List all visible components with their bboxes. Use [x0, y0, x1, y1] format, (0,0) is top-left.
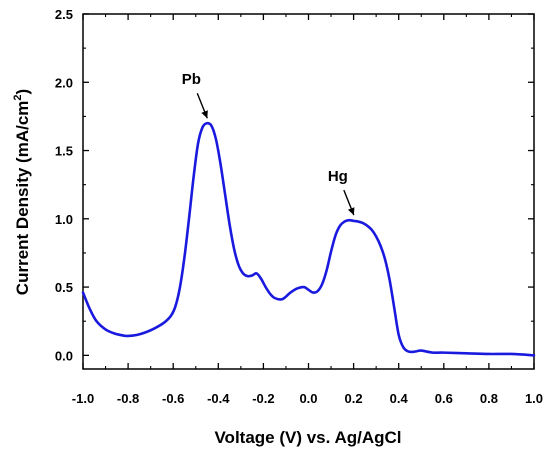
current-density-curve [81, 121, 536, 357]
annotations: Pb Hg [182, 71, 355, 216]
x-tick-label: 1.0 [525, 391, 543, 406]
x-tick-label: 0.0 [299, 391, 317, 406]
y-tick-label: 1.5 [55, 144, 73, 159]
plot-frame [82, 13, 535, 370]
annotation-label-pb: Pb [182, 71, 201, 88]
x-tick-label: 0.6 [435, 391, 453, 406]
y-tick-label: 2.5 [55, 7, 73, 22]
annotation-label-hg: Hg [328, 168, 348, 185]
x-tick-label: -0.4 [207, 391, 230, 406]
x-tick-label: 0.4 [390, 391, 409, 406]
y-tick-label: 0.0 [55, 348, 73, 363]
x-tick-label: 0.2 [345, 391, 363, 406]
y-axis-title-main: Current Density (mA/cm [13, 101, 32, 296]
x-tick-label: -1.0 [72, 391, 94, 406]
y-axis-title-superscript: 2 [12, 94, 24, 100]
x-tick-label: -0.6 [162, 391, 184, 406]
x-axis-title: Voltage (V) vs. Ag/AgCl [214, 428, 401, 447]
y-axis-title: Current Density (mA/cm2) [12, 89, 32, 295]
x-tick-label: -0.8 [117, 391, 139, 406]
x-tick-label: 0.8 [480, 391, 498, 406]
annotation-arrowhead-hg [347, 207, 355, 216]
annotation-arrowhead-pb [201, 110, 208, 119]
y-tick-label: 0.5 [55, 280, 73, 295]
x-tick-label: -0.2 [252, 391, 274, 406]
y-tick-label: 2.0 [55, 75, 73, 90]
y-axis-title-close: ) [13, 89, 32, 95]
tick-labels: -1.0 -0.8 -0.6 -0.4 -0.2 0.0 0.2 0.4 0.6 0.8 1.0 0.… [55, 7, 543, 406]
ticks [82, 13, 535, 369]
y-tick-label: 1.0 [55, 212, 73, 227]
